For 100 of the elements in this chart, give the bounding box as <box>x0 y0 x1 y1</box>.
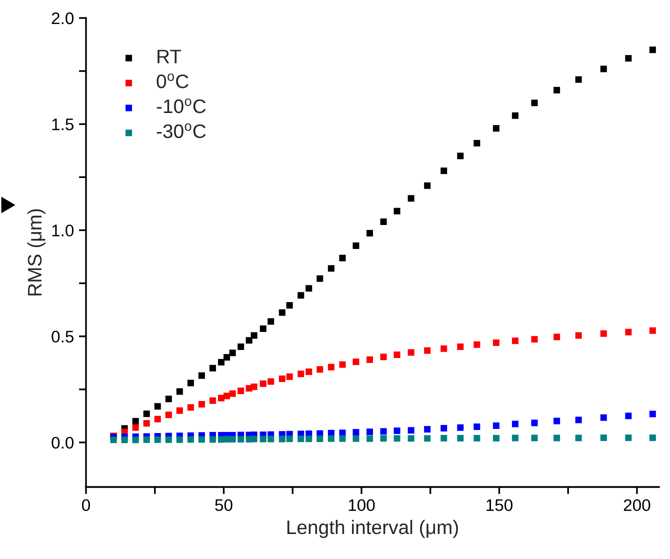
point <box>286 302 293 309</box>
point <box>229 436 236 443</box>
point <box>531 420 538 426</box>
point <box>380 218 387 225</box>
y-tick-label: 2.0 <box>52 12 74 24</box>
point <box>649 410 656 418</box>
point <box>531 434 538 442</box>
point <box>492 125 500 132</box>
point <box>306 436 312 442</box>
point <box>512 338 518 344</box>
point <box>143 410 150 418</box>
point <box>394 428 400 434</box>
point <box>238 343 244 350</box>
legend-label: -30$^{o}$C <box>156 123 206 138</box>
point <box>298 436 304 442</box>
point <box>286 436 293 442</box>
point <box>352 428 360 436</box>
point <box>474 140 480 146</box>
point <box>600 434 607 442</box>
point <box>176 407 183 414</box>
point <box>352 435 360 442</box>
point <box>554 334 560 340</box>
point <box>366 428 374 436</box>
point <box>246 337 252 344</box>
point <box>165 396 172 402</box>
point <box>492 422 500 429</box>
point <box>229 350 236 356</box>
point <box>268 318 274 325</box>
point <box>328 265 334 272</box>
point <box>187 436 194 443</box>
point <box>339 430 346 436</box>
point <box>575 332 582 339</box>
point <box>575 76 582 83</box>
point <box>328 435 334 442</box>
point <box>339 435 346 442</box>
point <box>531 336 538 343</box>
point <box>306 285 312 292</box>
point <box>366 230 374 236</box>
point <box>600 414 607 421</box>
point <box>268 378 274 385</box>
point <box>229 390 236 397</box>
point <box>154 416 161 422</box>
point <box>394 435 400 442</box>
point <box>512 112 518 119</box>
y-tick-label: 1.5 <box>52 118 74 130</box>
point <box>366 356 374 363</box>
point <box>286 373 293 380</box>
point <box>492 434 500 442</box>
point <box>554 418 560 424</box>
point <box>424 347 431 354</box>
point <box>110 436 117 444</box>
point <box>250 332 258 339</box>
point <box>408 349 414 356</box>
point <box>268 436 274 442</box>
point <box>250 384 258 390</box>
point <box>440 168 448 174</box>
point <box>218 358 225 366</box>
point <box>198 436 205 443</box>
point <box>531 100 538 106</box>
point <box>176 388 183 395</box>
point <box>316 436 324 442</box>
point <box>352 242 360 249</box>
y-tick-label: 0.0 <box>52 436 74 449</box>
point <box>600 330 607 337</box>
point <box>575 434 582 442</box>
point <box>132 424 139 431</box>
legend-label: RT <box>158 50 182 64</box>
point <box>408 427 414 434</box>
point <box>600 66 607 72</box>
point <box>408 435 414 442</box>
point <box>209 364 216 372</box>
point <box>278 436 286 442</box>
point <box>154 436 161 443</box>
point <box>625 55 632 62</box>
point <box>408 195 414 202</box>
point <box>649 434 656 442</box>
point <box>352 358 360 366</box>
x-tick-label: 150 <box>486 499 512 512</box>
point <box>424 426 431 433</box>
point <box>250 436 258 442</box>
point <box>457 424 464 431</box>
point <box>339 254 346 262</box>
point <box>165 412 172 418</box>
point <box>278 376 286 382</box>
y-tick-label: 1.0 <box>52 224 74 236</box>
x-tick-label: 200 <box>624 499 650 512</box>
point <box>316 366 324 373</box>
point <box>380 428 387 435</box>
point <box>554 434 560 442</box>
point <box>132 436 139 444</box>
point <box>224 392 230 400</box>
point <box>298 292 304 299</box>
point <box>278 309 286 316</box>
point <box>121 436 128 444</box>
point <box>424 435 431 442</box>
point <box>198 372 205 379</box>
x-axis-title: Length interval (μm) <box>287 520 458 538</box>
point <box>440 434 448 442</box>
point <box>209 397 216 404</box>
point <box>298 370 304 378</box>
